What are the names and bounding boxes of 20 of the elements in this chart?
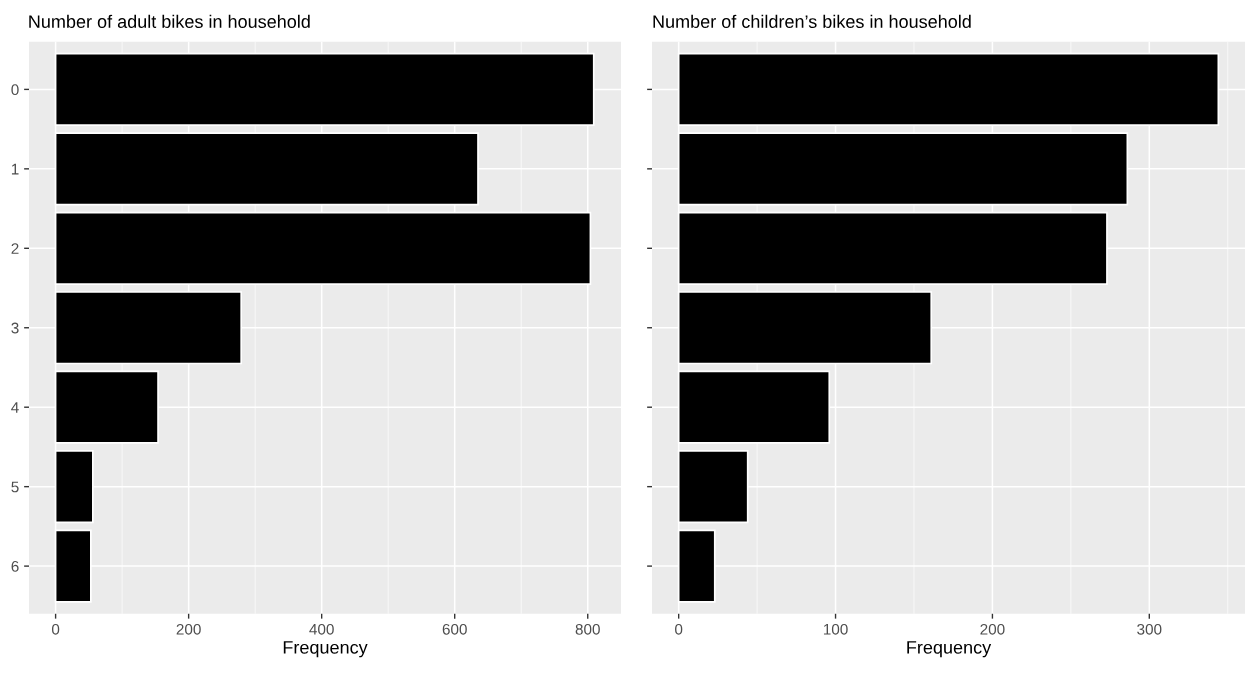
x-tick-label: 300	[1137, 623, 1162, 635]
y-tick-label: 1	[11, 163, 19, 175]
y-tick-label: 4	[11, 402, 19, 413]
y-tick-label: 5	[11, 481, 19, 493]
x-tick-label: 0	[675, 623, 683, 635]
x-tick-label: 800	[575, 623, 600, 635]
chart-title: Number of adult bikes in household	[29, 14, 310, 29]
x-tick-label: 0	[51, 623, 60, 635]
x-tick-label: 100	[823, 623, 848, 635]
x-tick-label: 400	[309, 623, 334, 635]
x-axis-title: Frequency	[907, 641, 992, 658]
x-axis-title: Frequency	[283, 641, 368, 658]
x-tick-label: 200	[176, 623, 201, 635]
y-tick-label: 2	[11, 243, 19, 254]
y-tick-label: 3	[11, 322, 19, 334]
x-tick-label: 600	[442, 623, 467, 635]
y-tick-label: 6	[11, 560, 19, 572]
y-tick-label: 0	[11, 84, 19, 96]
chart-title: Number of children’s bikes in household	[653, 14, 971, 29]
x-tick-label: 200	[980, 623, 1005, 635]
